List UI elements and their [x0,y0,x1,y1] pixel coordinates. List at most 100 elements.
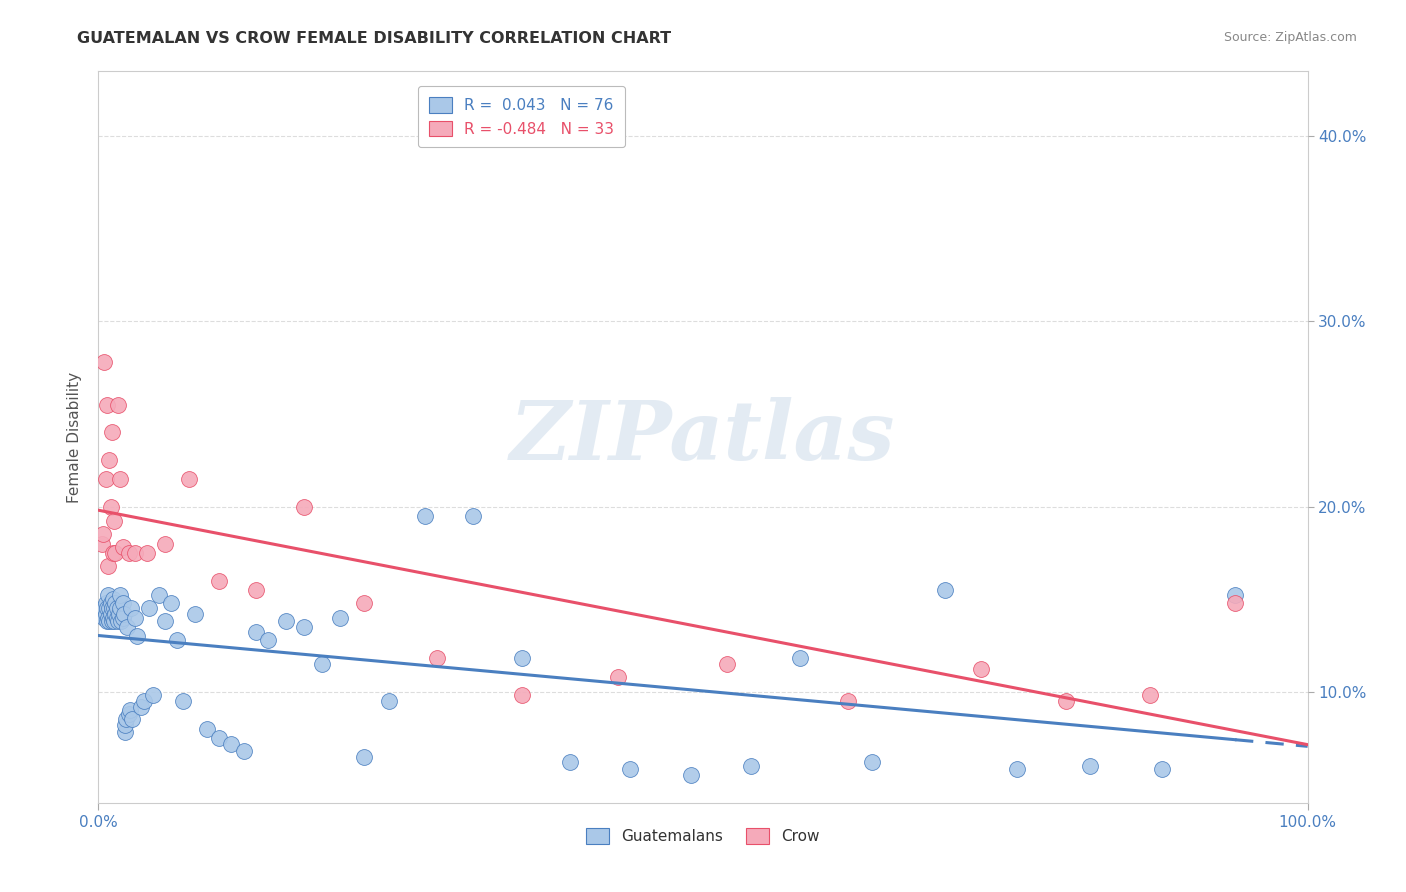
Point [98,615,121,629]
Point [108,601,131,615]
Point [91,536,114,550]
Point [195,722,218,736]
Text: GUATEMALAN VS CROW FEMALE DISABILITY CORRELATION CHART: GUATEMALAN VS CROW FEMALE DISABILITY COR… [77,31,672,46]
Point [101,592,124,607]
Point [245,625,267,640]
Point [1152,763,1174,777]
Point [107,615,129,629]
Y-axis label: Female Disability: Female Disability [67,371,83,503]
Point [97,558,120,573]
Point [108,607,131,621]
Point [208,731,231,745]
Point [160,596,183,610]
Point [166,632,188,647]
Point [716,657,738,671]
Point [510,651,533,665]
Point [426,651,449,665]
Point [619,763,641,777]
Point [101,546,124,560]
Legend: Guatemalans, Crow: Guatemalans, Crow [581,822,825,850]
Point [94,607,117,621]
Point [184,607,207,621]
Point [311,657,333,671]
Point [118,706,141,721]
Point [1139,689,1161,703]
Point [970,663,993,677]
Point [377,694,399,708]
Point [93,355,115,369]
Point [740,758,762,772]
Point [292,500,315,514]
Point [104,546,127,560]
Point [94,472,117,486]
Point [118,546,141,560]
Point [103,601,125,615]
Point [232,744,254,758]
Point [353,749,375,764]
Point [110,615,132,629]
Point [135,546,157,560]
Point [100,607,122,621]
Point [124,546,146,560]
Point [103,514,125,528]
Point [120,601,142,615]
Point [115,713,138,727]
Point [118,703,141,717]
Point [153,615,176,629]
Point [108,588,131,602]
Point [121,713,143,727]
Point [558,755,581,769]
Text: ZIPatlas: ZIPatlas [510,397,896,477]
Point [274,615,297,629]
Point [142,689,165,703]
Point [153,536,176,550]
Point [96,601,118,615]
Point [100,615,122,629]
Point [789,651,811,665]
Point [91,601,114,615]
Point [837,694,859,708]
Point [129,699,152,714]
Point [245,582,267,597]
Point [100,601,122,615]
Point [98,453,121,467]
Point [97,588,120,602]
Point [463,508,485,523]
Point [117,620,139,634]
Point [107,398,129,412]
Point [353,596,375,610]
Point [329,610,352,624]
Point [134,694,156,708]
Point [104,607,127,621]
Point [934,582,956,597]
Point [96,398,118,412]
Point [127,629,149,643]
Point [104,596,127,610]
Point [114,718,136,732]
Point [1007,763,1029,777]
Point [179,472,201,486]
Point [679,768,702,782]
Point [108,472,131,486]
Point [98,601,121,615]
Point [138,601,160,615]
Point [172,694,194,708]
Point [111,610,134,624]
Point [100,500,122,514]
Point [111,596,134,610]
Point [221,737,243,751]
Text: Source: ZipAtlas.com: Source: ZipAtlas.com [1223,31,1357,45]
Point [413,508,436,523]
Point [91,527,114,541]
Point [105,610,128,624]
Point [94,596,117,610]
Point [112,607,135,621]
Point [208,574,231,588]
Point [105,601,128,615]
Point [96,615,118,629]
Point [114,725,136,739]
Point [1054,694,1077,708]
Point [1223,596,1246,610]
Point [97,610,120,624]
Point [100,596,122,610]
